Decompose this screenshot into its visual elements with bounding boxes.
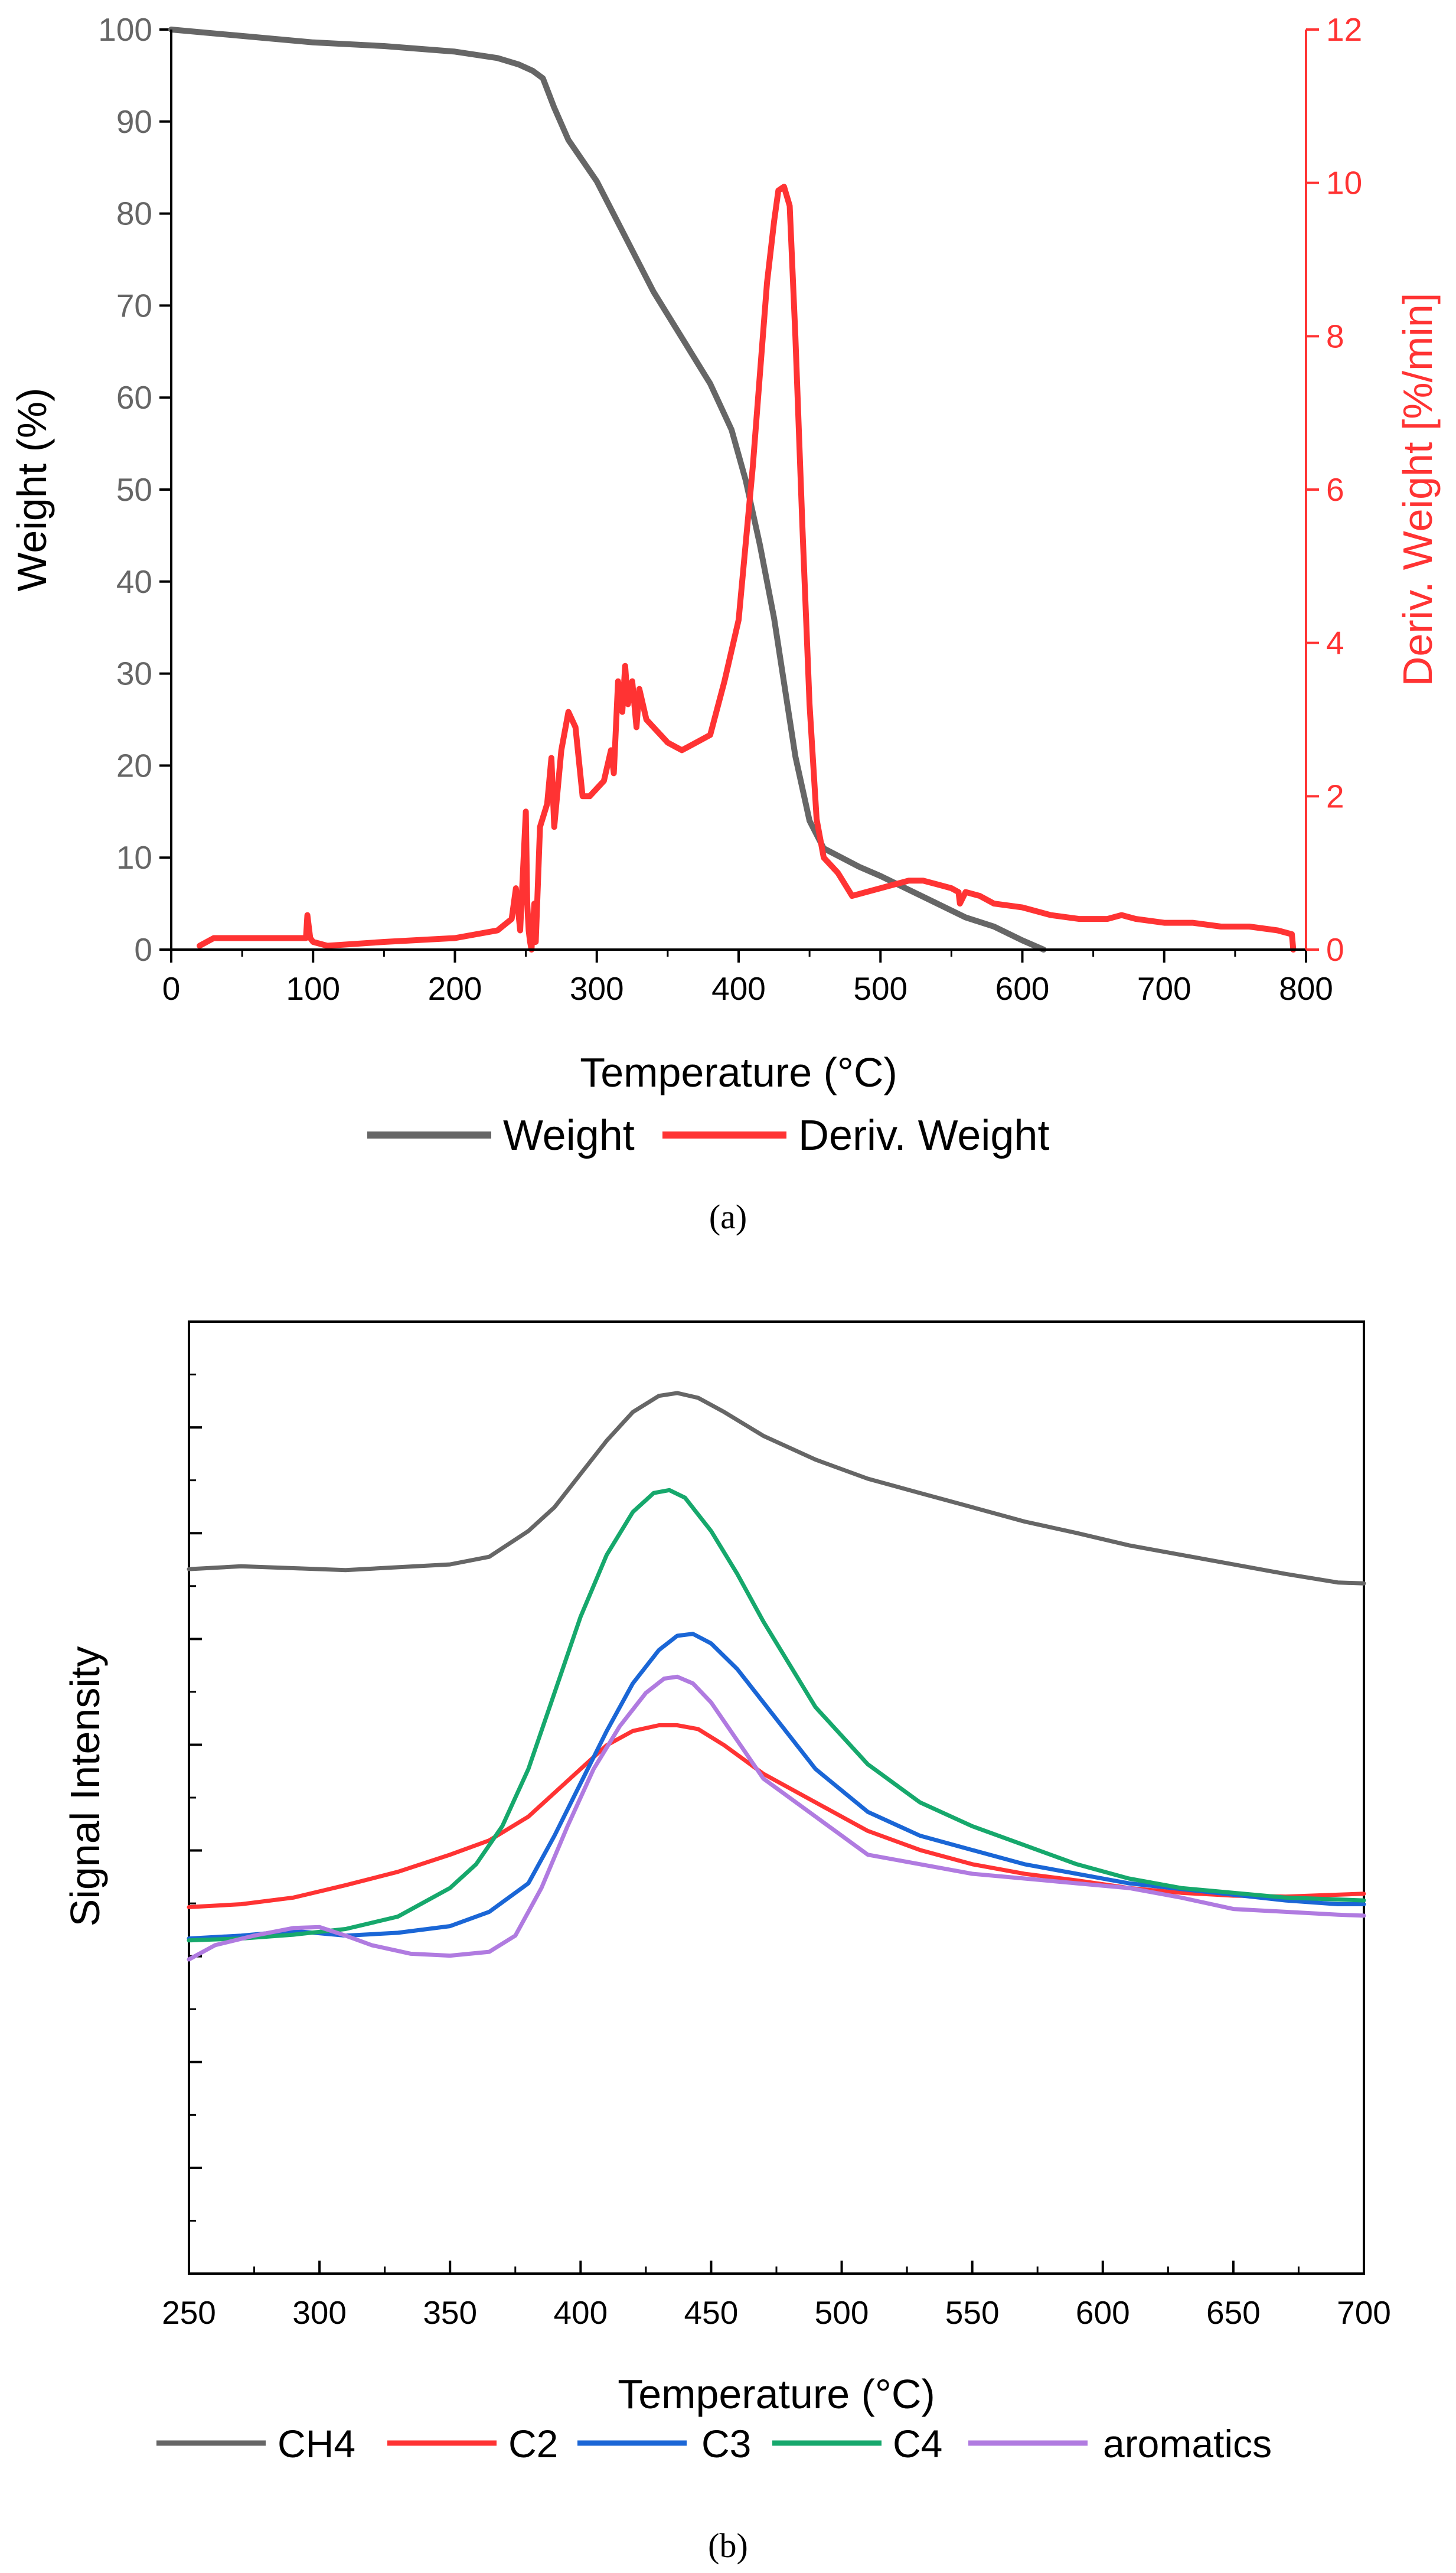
series-line-c4 — [187, 1488, 1366, 1943]
legend-label-c3: C3 — [701, 2422, 751, 2466]
panel-b-x-tick-label: 400 — [553, 2294, 608, 2331]
series-line-weight — [168, 27, 1047, 953]
panel-a-y-tick-label: 0 — [134, 931, 152, 968]
legend-label-weight: Weight — [503, 1112, 635, 1159]
legend-label-ch4: CH4 — [278, 2422, 355, 2466]
legend-label-c4: C4 — [893, 2422, 942, 2466]
panel-a-x-tick-label: 400 — [711, 970, 766, 1007]
panel-a-x-tick-label: 200 — [428, 970, 482, 1007]
legend-label-aromatics: aromatics — [1103, 2422, 1272, 2466]
panel-a-y2-tick-label: 10 — [1326, 165, 1362, 201]
panel-a-y-tick-label: 40 — [116, 563, 152, 600]
panel-a: 0 100 200 300 400 500 600 700 800010203040506070… — [9, 11, 1441, 1236]
panel-a-y2-tick-label: 0 — [1326, 931, 1344, 968]
panel-a-y-tick-label: 90 — [116, 103, 152, 140]
panel-b-ticks — [188, 1374, 1365, 2274]
panel-a-y-tick-label: 70 — [116, 287, 152, 324]
panel-b-x-tick-label: 550 — [945, 2294, 1000, 2331]
panel-a-x-axis-title: Temperature (°C) — [580, 1049, 897, 1095]
panel-a-y-tick-label: 100 — [98, 11, 152, 48]
panel-a-y-tick-label: 30 — [116, 656, 152, 692]
panel-a-x-tick-label: 700 — [1137, 970, 1191, 1007]
panel-b-x-axis-title: Temperature (°C) — [618, 2371, 935, 2417]
panel-a-tick-labels: 0 100 200 300 400 500 600 700 800010203040506070… — [98, 11, 1362, 1007]
panel-a-y-tick-label: 80 — [116, 195, 152, 232]
panel-a-x-tick-label: 300 — [570, 970, 624, 1007]
series-line-c3 — [187, 1632, 1366, 1941]
panel-b-tick-labels: 250 300 350 400 450 500 550 600 650 700 — [162, 2294, 1391, 2331]
panel-a-y-tick-label: 50 — [116, 471, 152, 508]
legend-label-deriv: Deriv. Weight — [798, 1112, 1049, 1159]
panel-b-frame — [188, 1320, 1365, 2275]
panel-a-x-tick-label: 500 — [853, 970, 907, 1007]
panel-a-y2-axis-title: Deriv. Weight [%/min] — [1395, 293, 1441, 686]
panel-a-y2-tick-label: 6 — [1326, 471, 1344, 508]
panel-b-legend: CH4 C2 C3 C4 aromatics — [156, 2422, 1272, 2466]
panel-a-legend: Weight Deriv. Weight — [367, 1112, 1049, 1159]
panel-b-y-axis-title: Signal Intensity — [62, 1646, 108, 1927]
panel-b-x-tick-label: 450 — [684, 2294, 739, 2331]
panel-b-series — [187, 1391, 1366, 1962]
legend-label-c2: C2 — [508, 2422, 558, 2466]
panel-a-x-tick-label: 100 — [286, 970, 340, 1007]
panel-a-y2-tick-label: 12 — [1326, 11, 1362, 48]
panel-b-x-tick-label: 500 — [815, 2294, 869, 2331]
panel-a-y2-tick-label: 2 — [1326, 778, 1344, 814]
series-line-ch4 — [187, 1391, 1366, 1586]
panel-b-x-tick-label: 350 — [423, 2294, 477, 2331]
panel-a-x-tick-label: 0 — [162, 970, 181, 1007]
panel-a-ticks — [159, 28, 1319, 963]
panel-a-y-axis-title: Weight (%) — [9, 388, 55, 592]
series-line-deriv-weight — [197, 184, 1297, 953]
panel-a-y-tick-label: 10 — [116, 839, 152, 876]
panel-a-y2-tick-label: 8 — [1326, 318, 1344, 354]
panel-b-x-tick-label: 650 — [1206, 2294, 1261, 2331]
panel-b-label: (b) — [708, 2526, 748, 2565]
panel-a-x-tick-label: 600 — [995, 970, 1050, 1007]
panel-a-x-tick-label: 800 — [1279, 970, 1333, 1007]
panel-a-label: (a) — [709, 1198, 747, 1236]
series-line-c2 — [187, 1723, 1366, 1909]
panel-a-y-tick-label: 60 — [116, 379, 152, 416]
panel-b: 250 300 350 400 450 500 550 600 650 700 Temperatu… — [62, 1320, 1391, 2565]
panel-a-y2-tick-label: 4 — [1326, 625, 1344, 661]
panel-a-series — [168, 27, 1297, 953]
panel-b-x-tick-label: 600 — [1076, 2294, 1130, 2331]
panel-b-x-tick-label: 700 — [1337, 2294, 1391, 2331]
panel-a-y-tick-label: 20 — [116, 747, 152, 784]
panel-b-x-tick-label: 250 — [162, 2294, 216, 2331]
series-line-aromatics — [187, 1674, 1366, 1962]
panel-b-x-tick-label: 300 — [292, 2294, 347, 2331]
